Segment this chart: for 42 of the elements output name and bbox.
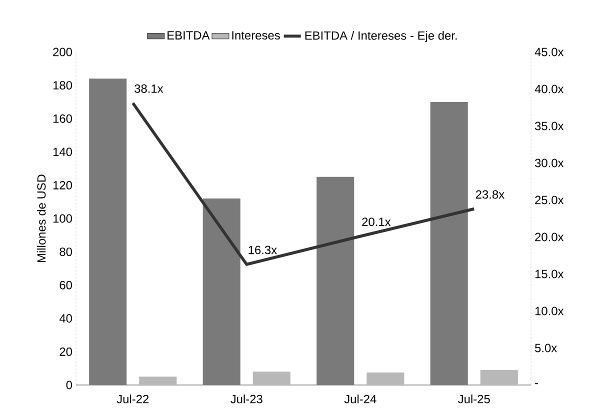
y-tick-label: 20 [60, 347, 72, 356]
y2-tick-label: 35.0x [534, 122, 564, 130]
bar [430, 102, 468, 385]
legend-label: EBITDA / Intereses - Eje der. [305, 31, 457, 42]
bar [202, 198, 240, 385]
line-series [131, 102, 476, 266]
bar [252, 372, 290, 385]
y-tick-label: 60 [60, 280, 72, 290]
bar [89, 78, 127, 385]
y-tick-label: 140 [53, 148, 72, 156]
y-tick-label: 120 [53, 180, 72, 190]
bar [366, 372, 404, 385]
data-label: 16.3x [248, 246, 277, 254]
x-tick-label: Jul-22 [116, 394, 149, 404]
y-tick-label: 180 [53, 81, 72, 90]
y2-tick-label: 20.0x [535, 232, 564, 242]
y-tick-label: 160 [53, 114, 72, 123]
bar [480, 370, 518, 385]
bar [316, 176, 354, 385]
data-label: 20.1x [362, 218, 391, 226]
y2-tick-label: 5.0x [535, 344, 557, 352]
y-tick-label: 200 [53, 48, 72, 56]
y2-tick-label: - [535, 383, 538, 384]
y-tick-label: 40 [59, 314, 72, 323]
y-tick-label: 100 [53, 214, 72, 223]
y2-tick-label: 25.0x [535, 196, 564, 204]
y-tick-label: 0 [66, 380, 72, 390]
x-tick-label: Jul-25 [458, 394, 490, 404]
y2-tick-label: 10.0x [535, 306, 564, 316]
y2-tick-label: 30.0x [534, 158, 564, 168]
y-tick-label: 80 [60, 248, 72, 256]
y-axis-title: Millones de USD [36, 174, 46, 262]
legend-label: Intereses [232, 31, 280, 40]
bar [139, 376, 177, 385]
data-label: 23.8x [476, 190, 504, 199]
legend-label: EBITDA [168, 31, 210, 40]
x-tick-label: Jul-24 [344, 394, 376, 404]
data-label: 38.1x [134, 84, 164, 93]
y2-tick-label: 40.0x [534, 84, 564, 94]
y2-tick-label: 15.0x [535, 270, 564, 278]
x-tick-label: Jul-23 [230, 394, 262, 404]
y2-tick-label: 45.0x [534, 48, 564, 56]
